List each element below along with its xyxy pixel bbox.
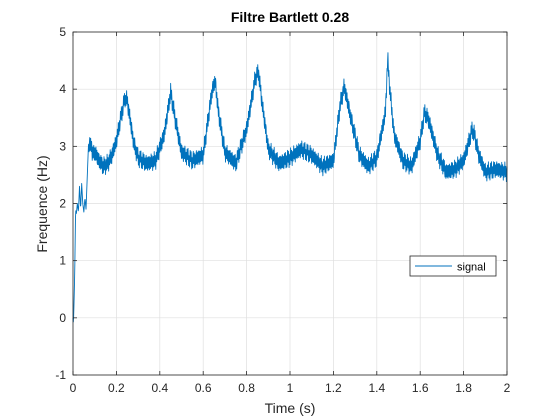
legend-box [409,255,497,277]
x-tick-label: 0 [70,381,77,395]
x-tick-label: 1.2 [325,381,342,395]
x-tick-label: 1 [287,381,294,395]
x-tick-label: 1.6 [412,381,429,395]
y-tick-labels: -1 0 1 2 3 4 5 [55,25,66,382]
series-layer [72,52,508,323]
x-tick-label: 2 [504,381,511,395]
x-tick-label: 0.2 [108,381,125,395]
y-axis-label: Frequence (Hz) [34,155,50,252]
x-tick-label: 0.6 [195,381,212,395]
tick-marks [72,31,508,376]
x-axis-label: Time (s) [265,400,316,416]
y-tick-label: 4 [59,82,66,96]
chart-title: Filtre Bartlett 0.28 [231,9,349,25]
x-tick-label: 0.8 [238,381,255,395]
legend-label-signal: signal [457,262,486,274]
x-tick-labels: 0 0.2 0.4 0.6 0.8 1 1.2 1.4 1.6 1.8 2 [70,381,511,395]
y-tick-label: -1 [55,368,66,382]
x-tick-label: 1.8 [455,381,472,395]
y-tick-label: 0 [59,311,66,325]
series-line-signal [72,52,508,323]
x-tick-label: 0.4 [151,381,168,395]
legend[interactable]: signal [409,255,497,277]
y-tick-label: 2 [59,197,66,211]
y-tick-label: 1 [59,254,66,268]
y-tick-label: 3 [59,139,66,153]
x-tick-label: 1.4 [368,381,385,395]
y-tick-label: 5 [59,25,66,39]
